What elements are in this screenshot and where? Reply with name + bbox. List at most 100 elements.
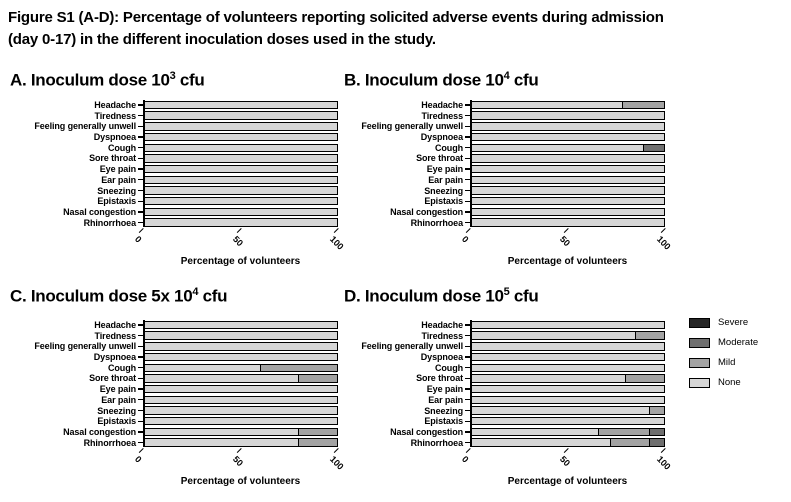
chart-row-tiredness: Tiredness [342,110,672,121]
bar-segment-none [144,208,337,216]
bar-track [470,100,665,110]
category-label: Headache [94,100,136,110]
panel-b-title: B. Inoculum dose 104 cfu [344,70,539,90]
bar-track [143,384,338,394]
panel-c-chart: Headache Tiredness Feeling generally unwel… [8,319,338,448]
chart-row-rhinorrhoea: Rhinorrhoea [8,437,338,448]
chart-row-feeling-generally-unwell: Feeling generally unwell [342,121,672,132]
bar-segment-moderate [642,144,664,151]
bar-segment-mild [259,364,337,371]
x-axis-tick-label: 0 [132,233,144,245]
y-axis-tick [465,179,470,181]
bar-track [143,122,338,131]
panel-a-chart: Headache Tiredness Feeling generally unwel… [8,99,338,228]
category-label: Feeling generally unwell [361,341,463,352]
bar-rows: Headache Tiredness Feeling generally unwel… [342,320,672,448]
bar-track [470,427,665,437]
bar-segment-none [471,219,664,226]
panel-b-exponent: 4 [503,70,510,82]
category-label: Nasal congestion [63,206,136,217]
x-axis-tick [563,227,569,233]
bar-track [470,374,665,383]
category-label: Sore throat [416,373,463,384]
chart-row-rhinorrhoea: Rhinorrhoea [342,217,672,228]
chart-row-ear-pain: Ear pain [342,394,672,405]
bar-track [143,207,338,217]
legend-swatch-mild [689,357,710,368]
bar-segment-none [144,364,260,371]
category-label: Eye pain [426,164,463,175]
bar-segment-none [144,375,299,382]
category-label: Rhinorrhoea [83,217,137,228]
bar-track [470,395,665,405]
figure-title-line-2: (day 0-17) in the different inoculation … [8,30,436,48]
bar-segment-none [471,417,664,425]
panel-a: A. Inoculum dose 103 cfu Headache Tirednes… [8,70,346,267]
bar-segment-none [471,197,664,205]
x-axis-tick-label: 50 [557,233,572,249]
chart-row-cough: Cough [8,362,338,373]
chart-row-sneezing: Sneezing [342,185,672,196]
bar-track [470,111,665,120]
chart-row-headache: Headache [342,100,672,111]
category-label: Cough [435,362,463,373]
category-label: Tiredness [94,110,137,121]
bar-track [143,406,338,415]
chart-row-nasal-congestion: Nasal congestion [8,207,338,218]
bar-track [143,342,338,351]
chart-row-epistaxis: Epistaxis [342,416,672,427]
x-axis-tick [138,447,144,453]
bar-track [143,416,338,426]
bar-rows: Headache Tiredness Feeling generally unwel… [8,320,338,448]
chart-row-feeling-generally-unwell: Feeling generally unwell [8,121,338,132]
category-label: Dyspnoea [93,132,136,143]
chart-row-sneezing: Sneezing [8,185,338,196]
y-axis-tick [465,377,470,380]
bar-segment-none [144,165,337,173]
panel-d-chart: Headache Tiredness Feeling generally unwel… [342,319,672,448]
x-axis-tick-label: 100 [654,453,673,472]
bar-track [143,143,338,152]
bar-segment-none [144,123,337,130]
legend-label-moderate: Moderate [718,337,759,348]
category-label: Dyspnoea [420,352,463,363]
panel-a-exponent: 3 [169,70,176,82]
chart-row-epistaxis: Epistaxis [8,416,338,427]
chart-row-dyspnoea: Dyspnoea [342,132,672,143]
bar-segment-mild [298,375,337,382]
bar-segment-none [471,428,599,436]
category-label: Nasal congestion [63,426,136,437]
bar-track [143,175,338,185]
chart-row-nasal-congestion: Nasal congestion [8,427,338,438]
category-label: Feeling generally unwell [361,121,463,132]
y-axis-tick [465,211,470,213]
bar-track [143,320,338,330]
chart-row-rhinorrhoea: Rhinorrhoea [8,217,338,228]
bar-segment-none [144,155,337,162]
chart-row-sore-throat: Sore throat [8,153,338,164]
bar-segment-none [144,219,337,226]
panel-b-chart: Headache Tiredness Feeling generally unwel… [342,99,672,228]
chart-row-tiredness: Tiredness [342,330,672,341]
y-axis-tick [138,104,143,106]
category-label: Rhinorrhoea [83,437,137,448]
x-axis-tick-label: 50 [230,453,245,469]
category-label: Rhinorrhoea [410,217,464,228]
y-axis-spine [470,319,472,447]
y-axis-tick [138,441,143,444]
x-axis-tick [660,227,666,233]
y-axis-tick [138,211,143,213]
bar-track [143,100,338,110]
bar-track [143,186,338,195]
bar-segment-mild [635,332,664,339]
y-axis-tick [465,104,470,106]
category-label: Nasal congestion [390,206,463,217]
bar-segment-none [471,101,622,109]
y-axis-tick [138,157,143,160]
bar-segment-none [144,321,337,329]
category-label: Sore throat [89,373,136,384]
y-axis-tick [465,399,470,401]
bar-segment-mild [621,101,664,109]
bar-segment-mild [298,439,337,446]
legend-item-moderate: Moderate [689,337,758,348]
